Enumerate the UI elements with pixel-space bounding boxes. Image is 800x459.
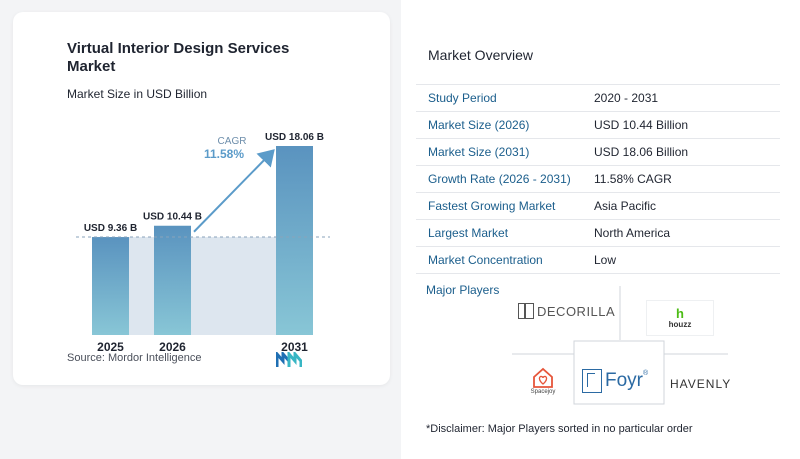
- shade-band: [129, 237, 276, 335]
- overview-row-value: 11.58% CAGR: [594, 172, 672, 186]
- overview-row-value: USD 18.06 Billion: [594, 145, 689, 159]
- cagr-label: CAGR: [218, 136, 247, 147]
- overview-row: Market Concentration Low: [416, 247, 780, 274]
- overview-row: Largest Market North America: [416, 220, 780, 247]
- mordor-logo-icon: [275, 349, 303, 373]
- spacejoy-logo: Spacejoy: [524, 362, 562, 400]
- overview-row: Growth Rate (2026 - 2031) 11.58% CAGR: [416, 166, 780, 193]
- overview-row-value: North America: [594, 226, 671, 240]
- chart-title: Virtual Interior Design Services Market: [67, 40, 290, 75]
- bar-value-label: USD 18.06 B: [265, 132, 324, 143]
- havenly-text: HAVENLY: [670, 377, 732, 391]
- havenly-logo: HAVENLY: [670, 376, 731, 392]
- decorilla-logo: DECORILLA: [518, 300, 615, 322]
- market-overview-title: Market Overview: [428, 47, 534, 63]
- cagr-value: 11.58%: [204, 147, 244, 161]
- overview-row: Market Size (2026) USD 10.44 Billion: [416, 112, 780, 139]
- bar-2025: [92, 237, 129, 335]
- source-text: Source: Mordor Intelligence: [67, 352, 202, 364]
- overview-row-value: Low: [594, 253, 617, 267]
- houzz-text: houzz: [668, 319, 692, 329]
- cagr-arrow: [193, 149, 275, 233]
- bar-2031: [276, 146, 313, 335]
- overview-row-key: Market Size (2026): [428, 118, 530, 132]
- bar-value-label: USD 9.36 B: [84, 223, 137, 234]
- overview-row: Market Size (2031) USD 18.06 Billion: [416, 139, 780, 166]
- decorilla-text: DECORILLA: [537, 303, 616, 319]
- disclaimer-text: *Disclaimer: Major Players sorted in no …: [426, 423, 693, 435]
- overview-row-value: 2020 - 2031: [594, 91, 659, 105]
- spacejoy-icon: [533, 367, 553, 388]
- chart-subtitle: Market Size in USD Billion: [67, 87, 208, 101]
- foyr-logo: Foyr ®: [582, 366, 648, 396]
- category-label: 2025: [97, 340, 124, 354]
- overview-row: Study Period 2020 - 2031: [416, 85, 780, 112]
- overview-card: [401, 0, 800, 459]
- overview-row-key: Largest Market: [428, 226, 509, 240]
- overview-row-key: Fastest Growing Market: [428, 199, 556, 213]
- overview-row-value: Asia Pacific: [594, 199, 657, 213]
- bar-2026: [154, 225, 191, 335]
- bar-value-label: USD 10.44 B: [143, 212, 202, 223]
- houzz-logo: h houzz: [646, 300, 714, 336]
- overview-row: Fastest Growing Market Asia Pacific: [416, 193, 780, 220]
- category-label: 2031: [281, 340, 308, 354]
- category-label: 2026: [159, 340, 186, 354]
- decorilla-icon: [518, 303, 534, 319]
- major-players-title: Major Players: [426, 283, 500, 297]
- foyr-icon: [582, 369, 602, 393]
- bar-chart: USD 9.36 B 2025 USD 10.44 B 2026 USD 18.06 B…: [76, 132, 330, 354]
- foyr-text: Foyr: [605, 370, 643, 391]
- spacejoy-text: Spacejoy: [530, 389, 556, 395]
- overview-row-key: Market Size (2031): [428, 145, 530, 159]
- overview-row-value: USD 10.44 Billion: [594, 118, 689, 132]
- houzz-icon: h: [676, 305, 684, 321]
- overview-row-key: Market Concentration: [428, 253, 543, 267]
- overview-row-key: Study Period: [428, 91, 497, 105]
- market-overview-table: Study Period 2020 - 2031 Market Size (2026…: [416, 84, 780, 274]
- overview-row-key: Growth Rate (2026 - 2031): [428, 172, 571, 186]
